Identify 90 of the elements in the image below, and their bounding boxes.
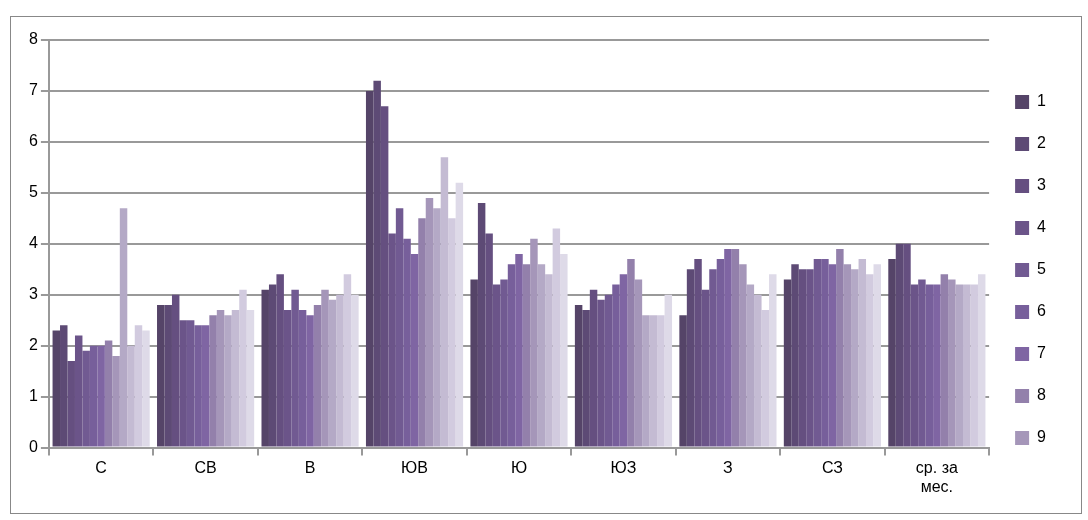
- x-tick-label: СВ: [194, 458, 217, 476]
- bar: [977, 274, 986, 447]
- bar: [731, 248, 740, 447]
- bar: [119, 208, 128, 447]
- bar: [52, 330, 61, 447]
- bar: [627, 259, 635, 447]
- bar: [134, 325, 143, 447]
- bar: [261, 289, 269, 447]
- bar: [365, 90, 374, 447]
- bar: [888, 259, 896, 447]
- bar: [224, 315, 232, 447]
- bar: [858, 259, 867, 447]
- x-tick-label: В: [304, 458, 316, 476]
- bar: [851, 269, 859, 447]
- y-tick-label: 2: [28, 336, 38, 354]
- bar: [642, 315, 650, 447]
- y-tick-label: 1: [28, 387, 38, 405]
- legend-label: 8: [1037, 386, 1047, 404]
- bar: [739, 264, 747, 447]
- y-tick-label: 3: [28, 285, 38, 303]
- bar: [328, 299, 337, 447]
- bar: [313, 304, 322, 447]
- bar: [940, 274, 949, 447]
- bar: [843, 264, 852, 447]
- y-tick-label: 8: [28, 30, 38, 48]
- y-tick-label: 5: [28, 183, 38, 201]
- bar: [209, 315, 217, 447]
- bar: [343, 274, 352, 447]
- bar: [649, 315, 658, 447]
- bar: [246, 310, 255, 447]
- x-tick-label: ср. за мес.: [915, 458, 958, 495]
- bar: [970, 284, 978, 447]
- y-tick-label: 4: [28, 234, 38, 252]
- bar: [955, 284, 964, 447]
- bar: [746, 284, 755, 447]
- bar: [537, 264, 546, 447]
- x-tick-label: Ю: [510, 458, 528, 476]
- legend-label: 2: [1037, 134, 1047, 152]
- x-tick-label: З: [723, 458, 733, 476]
- bar: [866, 274, 874, 447]
- bar: [157, 304, 165, 447]
- bar: [142, 330, 150, 447]
- x-tick-label: С: [95, 458, 107, 476]
- legend-label: 3: [1037, 176, 1047, 194]
- bar: [769, 274, 777, 447]
- bar: [836, 248, 844, 447]
- bar: [761, 310, 770, 447]
- bar: [433, 208, 441, 447]
- x-tick-label: ЮВ: [401, 458, 428, 476]
- bar: [560, 253, 568, 447]
- bar: [783, 279, 792, 447]
- bar: [418, 218, 426, 447]
- bar: [470, 279, 478, 447]
- bar: [530, 238, 538, 447]
- bar: [351, 294, 359, 447]
- bar: [873, 264, 881, 447]
- bar: [754, 294, 762, 447]
- bar: [321, 289, 329, 447]
- bar: [216, 310, 225, 447]
- legend-label: 1: [1037, 92, 1047, 110]
- y-tick-label: 6: [28, 132, 38, 150]
- bar: [657, 315, 665, 447]
- y-tick-label: 7: [28, 81, 38, 99]
- bar: [664, 294, 673, 447]
- y-tick-label: 0: [28, 438, 38, 456]
- bar: [679, 315, 687, 447]
- bar: [231, 310, 240, 447]
- bar: [948, 279, 956, 447]
- bar: [552, 228, 561, 447]
- bar: [440, 157, 449, 447]
- x-tick-label: СЗ: [821, 458, 843, 476]
- bar: [425, 197, 434, 447]
- bar: [574, 304, 583, 447]
- bar: [634, 279, 643, 447]
- legend-label: 7: [1037, 344, 1047, 362]
- bar: [112, 355, 120, 447]
- bar: [127, 345, 135, 447]
- bar: [336, 294, 344, 447]
- legend-label: 6: [1037, 302, 1047, 320]
- legend-label: 9: [1037, 428, 1047, 446]
- bar: [104, 340, 113, 447]
- bar: [448, 218, 456, 447]
- bar: [455, 182, 464, 447]
- bar: [239, 289, 247, 447]
- legend-label: 4: [1037, 218, 1047, 236]
- legend-label: 5: [1037, 260, 1047, 278]
- bar: [522, 264, 531, 447]
- x-tick-label: ЮЗ: [610, 458, 637, 476]
- bar: [963, 284, 971, 447]
- bar: [545, 274, 553, 447]
